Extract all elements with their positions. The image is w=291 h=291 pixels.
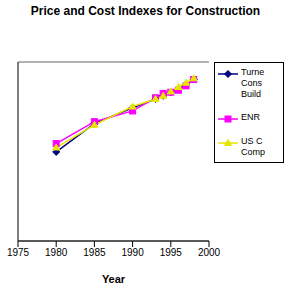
svg-text:1985: 1985 <box>83 247 106 258</box>
svg-text:1990: 1990 <box>121 247 144 258</box>
svg-text:1975: 1975 <box>8 247 30 258</box>
svg-text:1995: 1995 <box>160 247 183 258</box>
svg-text:2000: 2000 <box>198 247 221 258</box>
svg-text:Year: Year <box>102 273 126 285</box>
html-text:ENR: ENR <box>241 112 260 122</box>
html-text:US C Comp: US C Comp <box>241 136 265 157</box>
html-text:Price and Cost Indexes for Con: Price and Cost Indexes for Construction <box>30 4 261 18</box>
html-text:Turne Cons Build: Turne Cons Build <box>241 67 265 99</box>
svg-text:1980: 1980 <box>45 247 68 258</box>
